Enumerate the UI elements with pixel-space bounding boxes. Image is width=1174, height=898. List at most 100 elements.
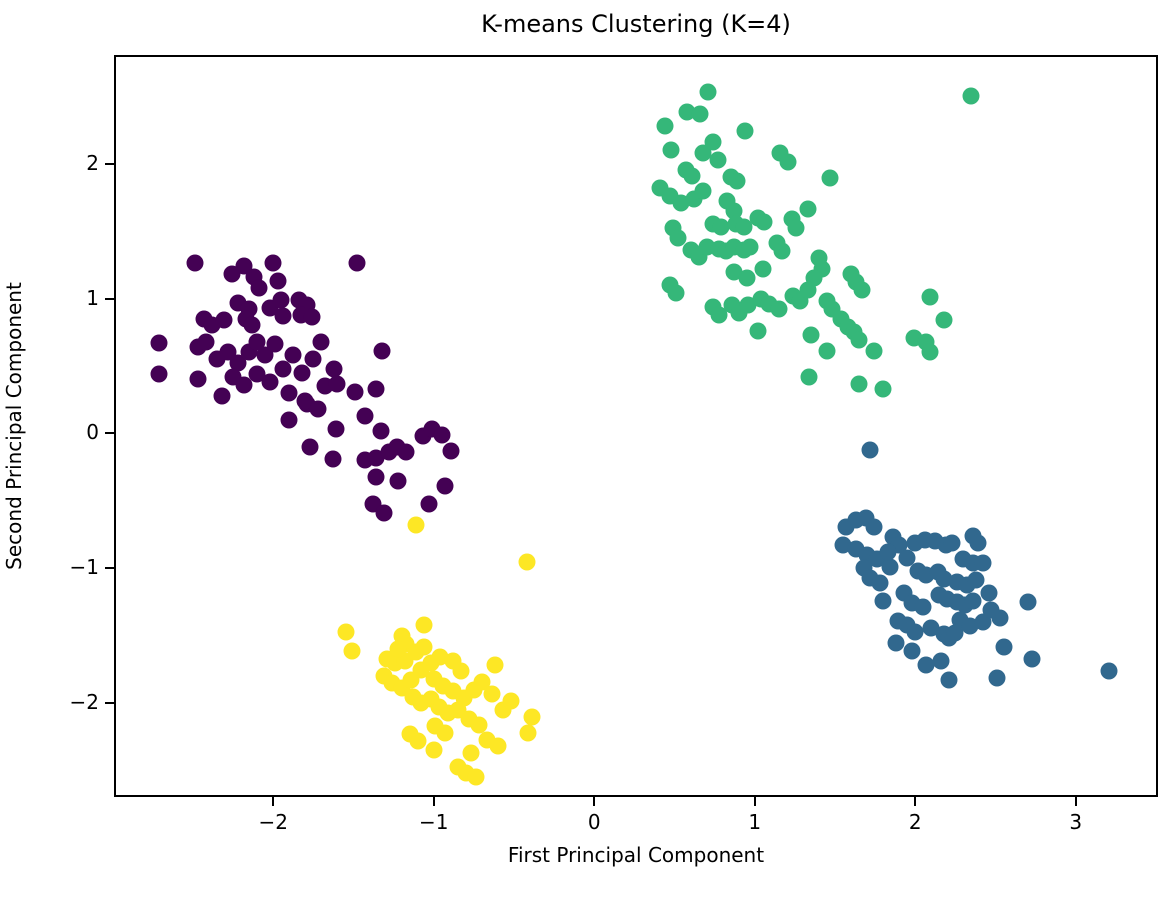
cluster-purple-point [433,426,451,444]
cluster-blue-point [834,536,852,554]
cluster-green-point [683,167,701,185]
x-tick-mark [593,797,596,806]
cluster-blue-point [874,592,892,610]
y-tick-mark [105,702,114,705]
cluster-yellow-point [343,642,361,660]
cluster-green-point [704,133,722,151]
cluster-purple-point [280,411,298,429]
cluster-yellow-point [426,717,444,735]
cluster-green-point [678,103,696,121]
cluster-purple-point [346,383,364,401]
cluster-purple-point [235,376,253,394]
cluster-purple-point [324,450,342,468]
x-tick-mark [272,797,275,806]
cluster-blue-point [940,671,958,689]
x-tick-label: 1 [748,810,762,834]
cluster-green-point [656,117,674,135]
cluster-purple-point [328,375,346,392]
cluster-yellow-point [467,768,484,786]
x-tick-mark [753,797,756,806]
x-tick-mark [914,797,917,806]
cluster-green-point [921,288,939,306]
cluster-purple-point [274,307,292,325]
x-tick-label: −1 [419,810,449,834]
cluster-purple-point [397,443,415,461]
cluster-green-point [853,281,871,299]
plot-area [114,55,1158,797]
cluster-blue-point [887,634,905,652]
cluster-green-point [874,380,892,398]
y-axis-label: Second Principal Component [2,282,26,570]
cluster-blue-point [967,571,985,589]
cluster-green-point [735,218,753,236]
cluster-green-point [709,151,727,169]
cluster-purple-point [293,364,311,382]
cluster-blue-point [943,534,961,552]
cluster-purple-point [269,272,287,290]
x-tick-label: −2 [258,810,289,834]
cluster-yellow-point [425,741,443,759]
cluster-purple-point [325,360,343,378]
chart-title: K-means Clustering (K=4) [481,10,791,38]
cluster-yellow-point [415,638,433,656]
x-axis-label: First Principal Component [507,843,765,867]
cluster-purple-point [213,387,231,405]
cluster-green-point [736,122,754,140]
y-tick-mark [105,162,114,165]
cluster-purple-point [420,495,438,513]
y-tick-mark [105,297,114,300]
cluster-green-point [818,342,836,360]
cluster-yellow-point [431,648,449,666]
y-tick-label: −2 [69,690,99,715]
cluster-green-point [710,306,728,324]
cluster-purple-point [284,346,302,364]
cluster-green-point [800,368,818,386]
cluster-blue-point [974,554,992,572]
cluster-yellow-point [486,656,504,674]
cluster-purple-point [150,365,168,383]
cluster-green-point [698,238,716,256]
y-tick-label: 2 [86,150,99,175]
cluster-green-point [738,269,756,287]
cluster-purple-point [296,392,314,410]
cluster-green-point [799,200,817,218]
cluster-blue-point [935,570,953,588]
cluster-blue-point [881,558,899,576]
cluster-purple-point [197,333,215,351]
cluster-green-point [865,342,883,360]
cluster-purple-point [303,308,321,326]
cluster-blue-point [879,543,897,561]
cluster-green-point [770,300,788,318]
cluster-blue-point [964,592,982,610]
y-tick-label: 1 [86,285,99,310]
cluster-purple-point [150,334,168,352]
cluster-blue-point [861,441,879,459]
cluster-purple-point [436,477,454,495]
cluster-green-point [773,242,791,260]
cluster-yellow-point [462,744,480,762]
cluster-blue-point [961,617,979,635]
cluster-blue-point [906,623,924,641]
cluster-blue-point [865,518,883,535]
cluster-blue-point [988,669,1006,687]
cluster-yellow-point [519,724,537,742]
cluster-purple-point [375,504,393,522]
y-tick-mark [105,567,114,570]
cluster-purple-point [274,360,292,378]
cluster-green-point [935,311,953,329]
cluster-green-point [669,229,687,247]
cluster-yellow-point [523,708,541,726]
cluster-blue-point [995,638,1013,656]
cluster-purple-point [229,354,247,372]
cluster-purple-point [248,333,266,351]
cluster-purple-point [304,350,322,368]
y-tick-label: −1 [69,555,99,580]
cluster-purple-point [312,333,330,351]
cluster-blue-point [980,584,998,602]
cluster-green-point [712,218,730,236]
cluster-purple-point [356,407,374,425]
cluster-purple-point [280,384,298,402]
cluster-blue-point [1100,662,1118,680]
cluster-purple-point [243,316,261,334]
cluster-yellow-point [483,685,501,703]
